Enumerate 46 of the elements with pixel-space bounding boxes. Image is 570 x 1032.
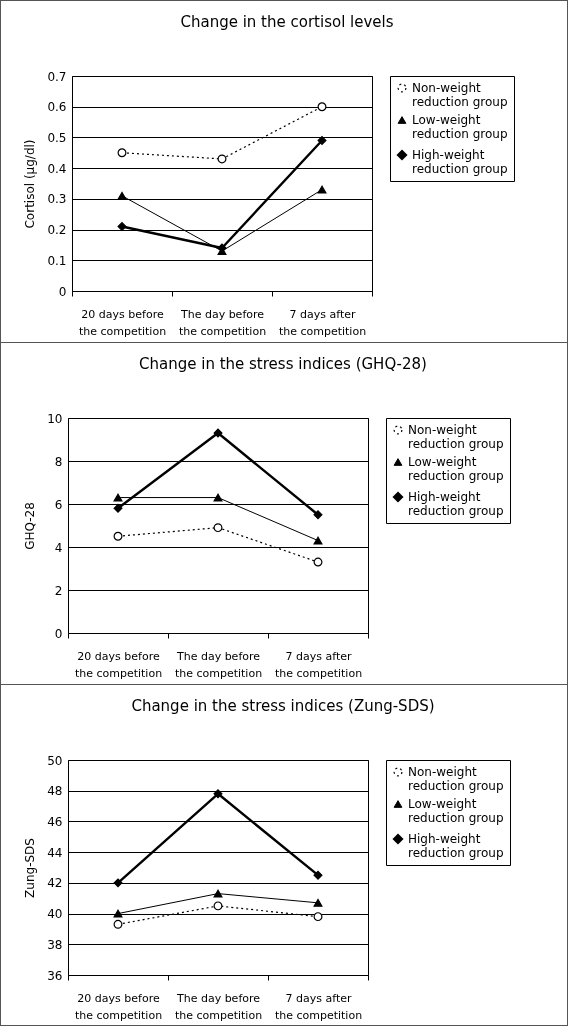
y-tick-label: 0.6 xyxy=(47,100,67,115)
y-tick-label: 0.5 xyxy=(47,130,67,145)
y-axis-title: Cortisol (μg/dl) xyxy=(23,139,38,229)
legend-label: Non-weight reduction group xyxy=(412,81,508,109)
y-tick-label: 44 xyxy=(47,845,63,860)
y-tick-label: 42 xyxy=(47,876,63,891)
y-tick-label: 0.1 xyxy=(47,253,67,268)
chart-title: Change in the cortisol levels xyxy=(180,13,394,31)
x-tick-label: 7 days after the competition xyxy=(274,649,363,680)
legend-label: Low-weight reduction group xyxy=(408,455,504,483)
y-tick-label: 0.7 xyxy=(47,69,67,84)
y-tick-label: 0.3 xyxy=(47,192,67,207)
y-tick-label: 36 xyxy=(47,968,63,983)
chart-title: Change in the stress indices (GHQ-28) xyxy=(139,355,427,373)
legend-label: Low-weight reduction group xyxy=(412,113,508,141)
chart-title: Change in the stress indices (Zung-SDS) xyxy=(131,697,435,715)
legend-label: High-weight reduction group xyxy=(408,832,504,860)
y-tick-label: 38 xyxy=(47,937,63,952)
y-tick-label: 6 xyxy=(54,497,63,512)
legend-label: High-weight reduction group xyxy=(412,148,508,176)
y-tick-label: 46 xyxy=(47,814,63,829)
x-tick-label: The day before the competition xyxy=(174,649,263,680)
x-tick-label: 20 days before the competition xyxy=(78,307,167,338)
y-tick-label: 50 xyxy=(47,753,63,768)
y-tick-label: 0.4 xyxy=(47,161,67,176)
legend-label: High-weight reduction group xyxy=(408,490,504,518)
legend-label: Low-weight reduction group xyxy=(408,797,504,825)
x-tick-label: 7 days after the competition xyxy=(274,991,363,1022)
x-tick-label: The day before the competition xyxy=(174,991,263,1022)
y-tick-label: 0.2 xyxy=(47,223,67,238)
legend-label: Non-weight reduction group xyxy=(408,765,504,793)
y-tick-label: 48 xyxy=(47,784,63,799)
y-tick-label: 4 xyxy=(54,540,63,555)
y-axis-title: GHQ-28 xyxy=(23,502,38,550)
y-tick-label: 0 xyxy=(54,626,63,641)
y-tick-label: 2 xyxy=(54,583,63,598)
x-tick-label: The day before the competition xyxy=(178,307,267,338)
x-tick-label: 20 days before the competition xyxy=(74,649,163,680)
x-tick-label: 20 days before the competition xyxy=(74,991,163,1022)
y-tick-label: 40 xyxy=(47,907,63,922)
y-tick-label: 10 xyxy=(47,411,63,426)
y-tick-label: 8 xyxy=(54,454,63,469)
legend-label: Non-weight reduction group xyxy=(408,423,504,451)
y-axis-title: Zung-SDS xyxy=(23,838,38,898)
x-tick-label: 7 days after the competition xyxy=(278,307,367,338)
y-tick-label: 0 xyxy=(58,284,67,299)
